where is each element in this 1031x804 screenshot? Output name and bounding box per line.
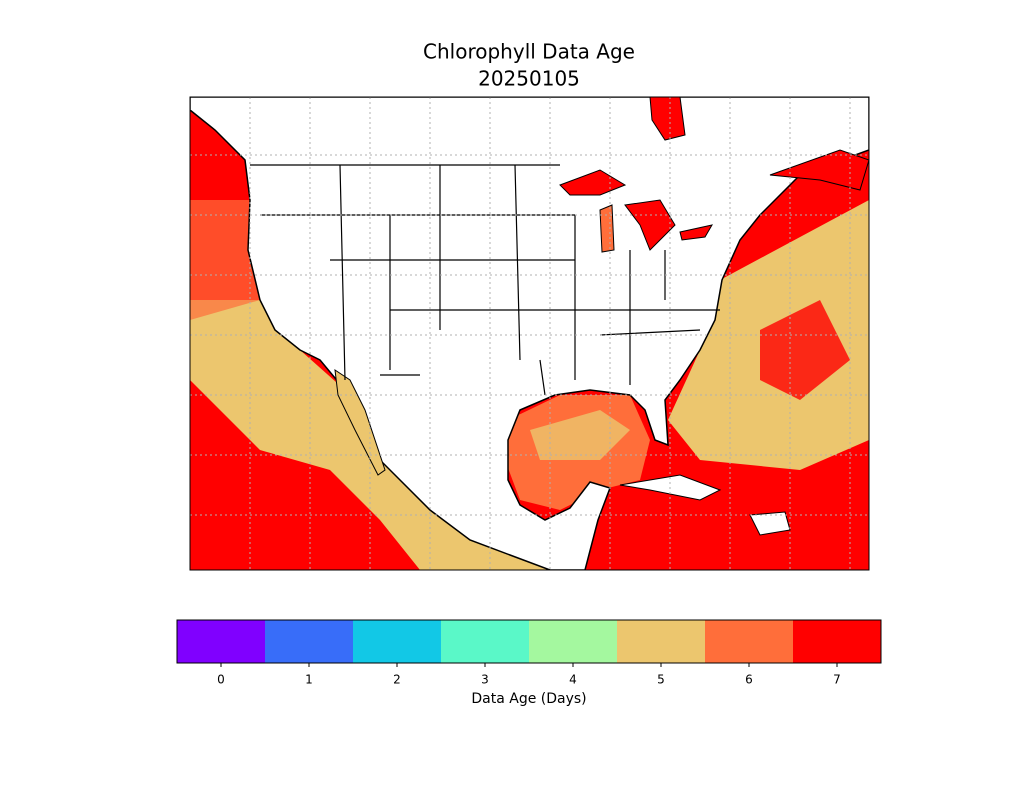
map-frame [189,96,870,571]
map-area [189,96,870,571]
colorbar-tick-label: 7 [833,673,841,687]
colorbar-tick-label: 3 [481,673,489,687]
colorbar-tick-label: 1 [305,673,313,687]
colorbar: 0 1 2 3 4 5 6 7 [177,620,882,687]
lake [624,199,676,251]
colorbar-swatch [177,620,266,663]
colorbar-tick-label: 6 [745,673,753,687]
colorbar-swatch [353,620,442,663]
st-lawrence [769,149,869,191]
colorbar-frame [176,619,882,664]
colorbar-swatch [529,620,618,663]
ocean-band [760,300,850,400]
colorbar-tick-label: 5 [657,673,665,687]
map-title: Chlorophyll Data Age [423,40,635,64]
ocean-band [530,410,630,460]
lake [599,204,615,253]
colorbar-swatch [793,620,882,663]
colorbar-swatch [705,620,794,663]
hispaniola [749,511,791,536]
colorbar-tick-label: 0 [217,673,225,687]
colorbar-swatch [441,620,530,663]
colorbar-tick-label: 4 [569,673,577,687]
lake [679,224,714,241]
lake [649,97,686,141]
colorbar-tick-label: 2 [393,673,401,687]
lake [559,169,627,196]
colorbar-swatch [265,620,354,663]
colorbar-label: Data Age (Days) [471,691,586,707]
colorbar-swatch [617,620,706,663]
gulf-of-california [334,368,386,476]
ocean-band [190,200,260,320]
map-subtitle: 20250105 [478,67,580,91]
